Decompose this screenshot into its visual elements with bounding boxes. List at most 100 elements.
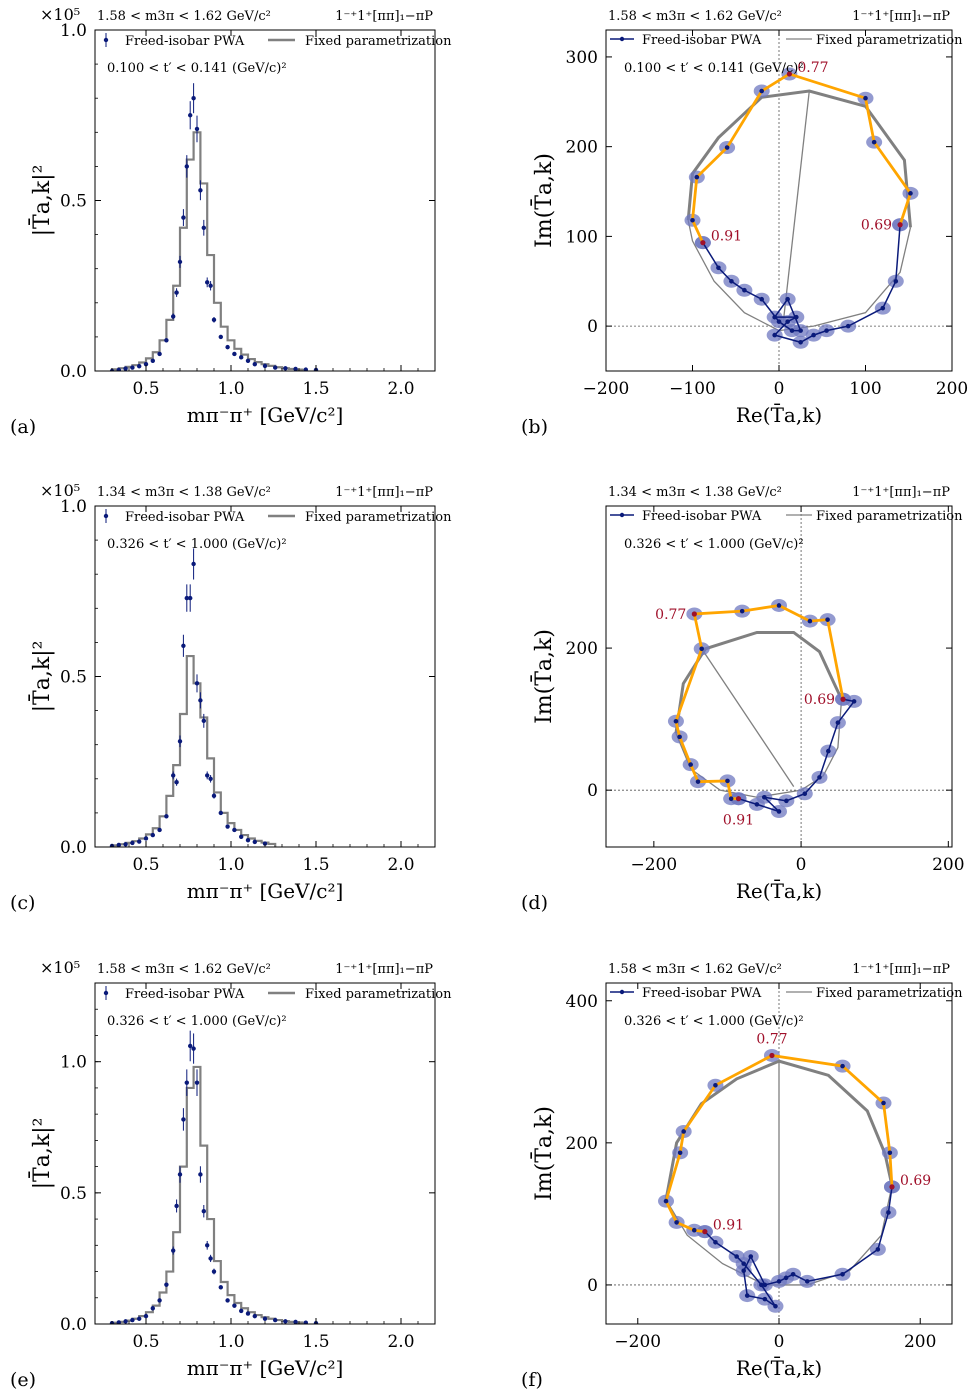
panel-label: (c) bbox=[10, 892, 35, 914]
legend-model-label: Fixed parametrization bbox=[816, 986, 963, 1001]
data-point bbox=[887, 1150, 893, 1156]
legend-data-marker bbox=[103, 37, 109, 43]
data-point bbox=[688, 762, 693, 767]
data-point bbox=[871, 139, 877, 145]
panel-e: 1.58 < m3π < 1.62 GeV/c² 1⁻⁺1⁺[ππ]₁−πP (e)… bbox=[10, 958, 452, 1391]
data-point bbox=[761, 794, 767, 800]
data-point bbox=[273, 1317, 278, 1323]
mass-mark-point bbox=[702, 1229, 708, 1235]
legend-data-marker bbox=[619, 36, 625, 42]
data-point bbox=[677, 734, 682, 740]
mass-mark-label: 0.91 bbox=[713, 1218, 744, 1234]
data-point bbox=[776, 809, 782, 814]
data-point bbox=[886, 1210, 891, 1215]
mass-mark-point bbox=[769, 1052, 775, 1059]
data-point bbox=[130, 1317, 135, 1323]
data-point bbox=[303, 1320, 308, 1324]
data-point bbox=[863, 95, 868, 101]
x-tick-label: 1.0 bbox=[217, 1332, 244, 1352]
data-point bbox=[772, 332, 777, 338]
wave-label: 1⁻⁺1⁺[ππ]₁−πP bbox=[852, 9, 950, 24]
mass-mark-point bbox=[700, 240, 706, 246]
tprime-label: 0.326 < t′ < 1.000 (GeV/c)² bbox=[107, 1014, 287, 1029]
legend-model-label: Fixed parametrization bbox=[816, 509, 963, 524]
data-point bbox=[181, 1117, 186, 1122]
panel-a: 1.58 < m3π < 1.62 GeV/c² 1⁻⁺1⁺[ππ]₁−πP (a)… bbox=[10, 5, 452, 438]
data-point bbox=[208, 1256, 213, 1261]
data-point bbox=[785, 319, 790, 324]
data-point bbox=[691, 1227, 697, 1233]
data-point bbox=[681, 1129, 686, 1134]
data-point bbox=[137, 364, 142, 369]
data-point bbox=[194, 126, 200, 132]
legend-data-label: Freed-isobar PWA bbox=[125, 510, 245, 525]
data-point bbox=[177, 739, 183, 744]
data-point bbox=[283, 366, 288, 371]
legend-model-label: Fixed parametrization bbox=[816, 33, 963, 48]
data-point bbox=[772, 314, 777, 320]
data-point bbox=[177, 259, 183, 265]
y-tick-label: 1.0 bbox=[60, 497, 87, 517]
x-tick-label: 2.0 bbox=[387, 379, 414, 399]
plot-frame bbox=[605, 505, 953, 848]
data-point bbox=[143, 361, 149, 367]
data-point bbox=[826, 748, 831, 754]
plot-area bbox=[606, 30, 952, 371]
x-axis-label: mπ⁻π⁺ [GeV/c²] bbox=[187, 403, 344, 427]
data-point bbox=[157, 827, 162, 833]
data-point bbox=[262, 1316, 268, 1321]
data-point bbox=[198, 698, 203, 703]
legend-data-label: Freed-isobar PWA bbox=[125, 987, 245, 1002]
data-point bbox=[232, 827, 237, 833]
data-point bbox=[840, 1271, 845, 1277]
data-point bbox=[293, 366, 298, 371]
data-point bbox=[239, 1308, 244, 1314]
panel-label: (e) bbox=[10, 1369, 36, 1391]
data-point bbox=[208, 776, 213, 781]
x-tick-label: 0 bbox=[796, 855, 807, 875]
data-point bbox=[123, 366, 128, 371]
data-point bbox=[798, 328, 803, 333]
wave-label: 1⁻⁺1⁺[ππ]₁−πP bbox=[335, 485, 433, 500]
model-line-to-center bbox=[701, 648, 795, 787]
plot-area bbox=[109, 548, 277, 847]
mass-mark-label: 0.91 bbox=[723, 813, 754, 829]
panel-d: 1.34 < m3π < 1.38 GeV/c² 1⁻⁺1⁺[ππ]₁−πP (d)… bbox=[521, 485, 965, 914]
x-axis-label: Re(T̄a,k) bbox=[736, 1355, 822, 1380]
data-point bbox=[880, 305, 886, 311]
data-point bbox=[713, 1083, 718, 1088]
wave-label: 1⁻⁺1⁺[ππ]₁−πP bbox=[335, 9, 433, 24]
data-point bbox=[851, 699, 857, 704]
navy-path bbox=[704, 1186, 893, 1307]
data-point bbox=[908, 191, 913, 196]
x-tick-label: 1.5 bbox=[302, 1332, 329, 1352]
data-point bbox=[205, 773, 210, 778]
data-point bbox=[754, 802, 760, 807]
data-point bbox=[181, 215, 186, 220]
mass-mark-label: 0.69 bbox=[804, 692, 835, 708]
model-step-histogram bbox=[110, 654, 277, 847]
y-tick-label: 0.0 bbox=[60, 362, 87, 382]
data-point bbox=[725, 778, 730, 784]
data-point bbox=[759, 296, 764, 302]
navy-path bbox=[702, 224, 901, 344]
x-axis-label: mπ⁻π⁺ [GeV/c²] bbox=[187, 1356, 344, 1380]
y-axis-label: Im(T̄a,k) bbox=[530, 1106, 557, 1201]
plot-area bbox=[606, 506, 952, 847]
data-point bbox=[789, 328, 795, 333]
plot-frame bbox=[94, 982, 436, 1325]
y-axis-label: |T̄a,k|² bbox=[28, 165, 55, 237]
data-point bbox=[759, 1282, 764, 1288]
mass-mark-label: 0.77 bbox=[797, 60, 828, 76]
legend-data-label: Freed-isobar PWA bbox=[125, 34, 245, 49]
orange-path bbox=[674, 604, 845, 801]
panel-b: 1.58 < m3π < 1.62 GeV/c² 1⁻⁺1⁺[ππ]₁−πP (b)… bbox=[521, 9, 968, 438]
plot-frame bbox=[605, 982, 953, 1325]
data-point bbox=[694, 174, 700, 180]
data-point bbox=[734, 1254, 739, 1259]
y-tick-label: 0 bbox=[587, 1276, 598, 1296]
mass-mark-label: 0.91 bbox=[711, 229, 742, 245]
x-tick-label: 200 bbox=[932, 855, 964, 875]
plot-frame bbox=[94, 505, 436, 848]
data-point bbox=[181, 643, 186, 649]
